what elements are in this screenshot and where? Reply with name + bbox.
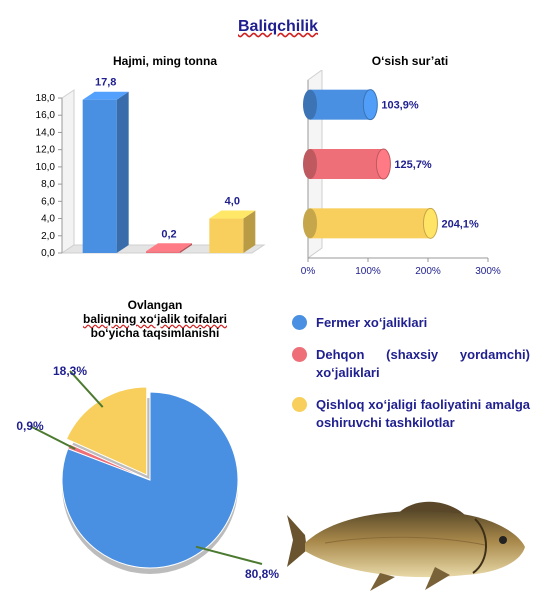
pie-slice	[65, 386, 148, 476]
bar-cap-left	[303, 149, 317, 179]
pie-title-line-2: baliqning xo‘jalik toifalari	[82, 312, 228, 326]
bar-cap-right	[362, 89, 378, 121]
pie-chart-title: Ovlangan baliqning xo‘jalik toifalari bo…	[40, 298, 270, 340]
bar	[82, 99, 117, 253]
bar	[310, 89, 371, 120]
pie-value-label: 0,9%	[16, 419, 44, 433]
y-tick-label: 12,0	[36, 145, 56, 156]
pie-value-label: 18,3%	[53, 364, 87, 378]
x-tick-label: 200%	[415, 266, 441, 277]
page-title: Baliqchilik	[237, 18, 319, 35]
pie-value-label: 80,8%	[245, 567, 279, 581]
legend-swatch-yellow	[292, 397, 307, 412]
growth-bar-chart: 0% 100% 200% 300% 103,9% 125,7% 204,1%	[301, 70, 501, 277]
legend-item-farmer: Fermer xo‘jaliklari	[290, 314, 530, 332]
y-tick-label: 16,0	[36, 110, 56, 121]
legend-label: Dehqon (shaxsiy yordamchi) xo‘jaliklari	[316, 347, 530, 380]
bar-top	[209, 210, 256, 219]
legend: Fermer xo‘jaliklari Dehqon (shaxsiy yord…	[290, 314, 530, 446]
y-tick-label: 14,0	[36, 127, 56, 138]
leader-line	[69, 370, 104, 408]
pie-title-line-1: Ovlangan	[127, 298, 183, 312]
growth-chart-title: O‘sish sur’ati	[371, 54, 449, 68]
legend-label: Qishloq xo‘jaligi faoliyatini amalga osh…	[316, 397, 530, 430]
legend-swatch-red	[292, 347, 307, 362]
y-tick-label: 4,0	[41, 214, 55, 225]
bar	[209, 218, 244, 253]
volume-bar-chart: 0,0 2,0 4,0 6,0 8,0 10,0 12,0 14,0 16,0 18,0 17,8 0…	[36, 77, 266, 259]
bar	[310, 208, 431, 239]
y-tick-label: 6,0	[41, 196, 55, 207]
bar-value-label: 17,8	[95, 77, 116, 89]
bar	[310, 149, 384, 179]
x-tick-label: 0%	[301, 266, 316, 277]
bar-top	[146, 243, 192, 252]
y-tick-label: 8,0	[41, 179, 55, 190]
bar-side	[116, 91, 129, 253]
y-tick-label: 2,0	[41, 231, 55, 242]
bar-value-label: 103,9%	[381, 100, 419, 112]
bar-value-label: 125,7%	[394, 159, 432, 171]
bar	[146, 251, 180, 253]
y-tick-label: 18,0	[36, 93, 56, 104]
bar-side	[180, 243, 192, 253]
distribution-pie-chart: 80,8% 0,9% 18,3%	[16, 364, 279, 581]
bar-side	[243, 210, 256, 253]
y-tick-label: 0,0	[41, 248, 55, 259]
bar-value-label: 4,0	[225, 196, 240, 208]
leader-line	[195, 545, 263, 565]
bar-cap-left	[303, 89, 317, 120]
legend-item-dehqon: Dehqon (shaxsiy yordamchi) xo‘jaliklari	[290, 346, 530, 382]
leader-line	[29, 425, 76, 450]
bar-value-label: 0,2	[161, 228, 176, 240]
y-tick-label: 10,0	[36, 162, 56, 173]
x-tick-label: 100%	[355, 266, 381, 277]
bar-cap-right	[375, 148, 391, 180]
volume-chart-title: Hajmi, ming tonna	[112, 54, 217, 68]
bar-value-label: 204,1%	[441, 218, 479, 230]
side-wall	[61, 89, 75, 254]
pie-title-line-3: bo‘yicha taqsimlanishi	[90, 326, 220, 340]
fish-picture	[287, 501, 525, 591]
bar-cap-right	[422, 207, 438, 239]
bar-cap-left	[303, 208, 317, 239]
legend-item-organizations: Qishloq xo‘jaligi faoliyatini amalga osh…	[290, 396, 530, 432]
x-tick-label: 300%	[475, 266, 501, 277]
legend-swatch-blue	[292, 315, 307, 330]
bar-top	[82, 91, 129, 100]
legend-label: Fermer xo‘jaliklari	[316, 315, 428, 330]
